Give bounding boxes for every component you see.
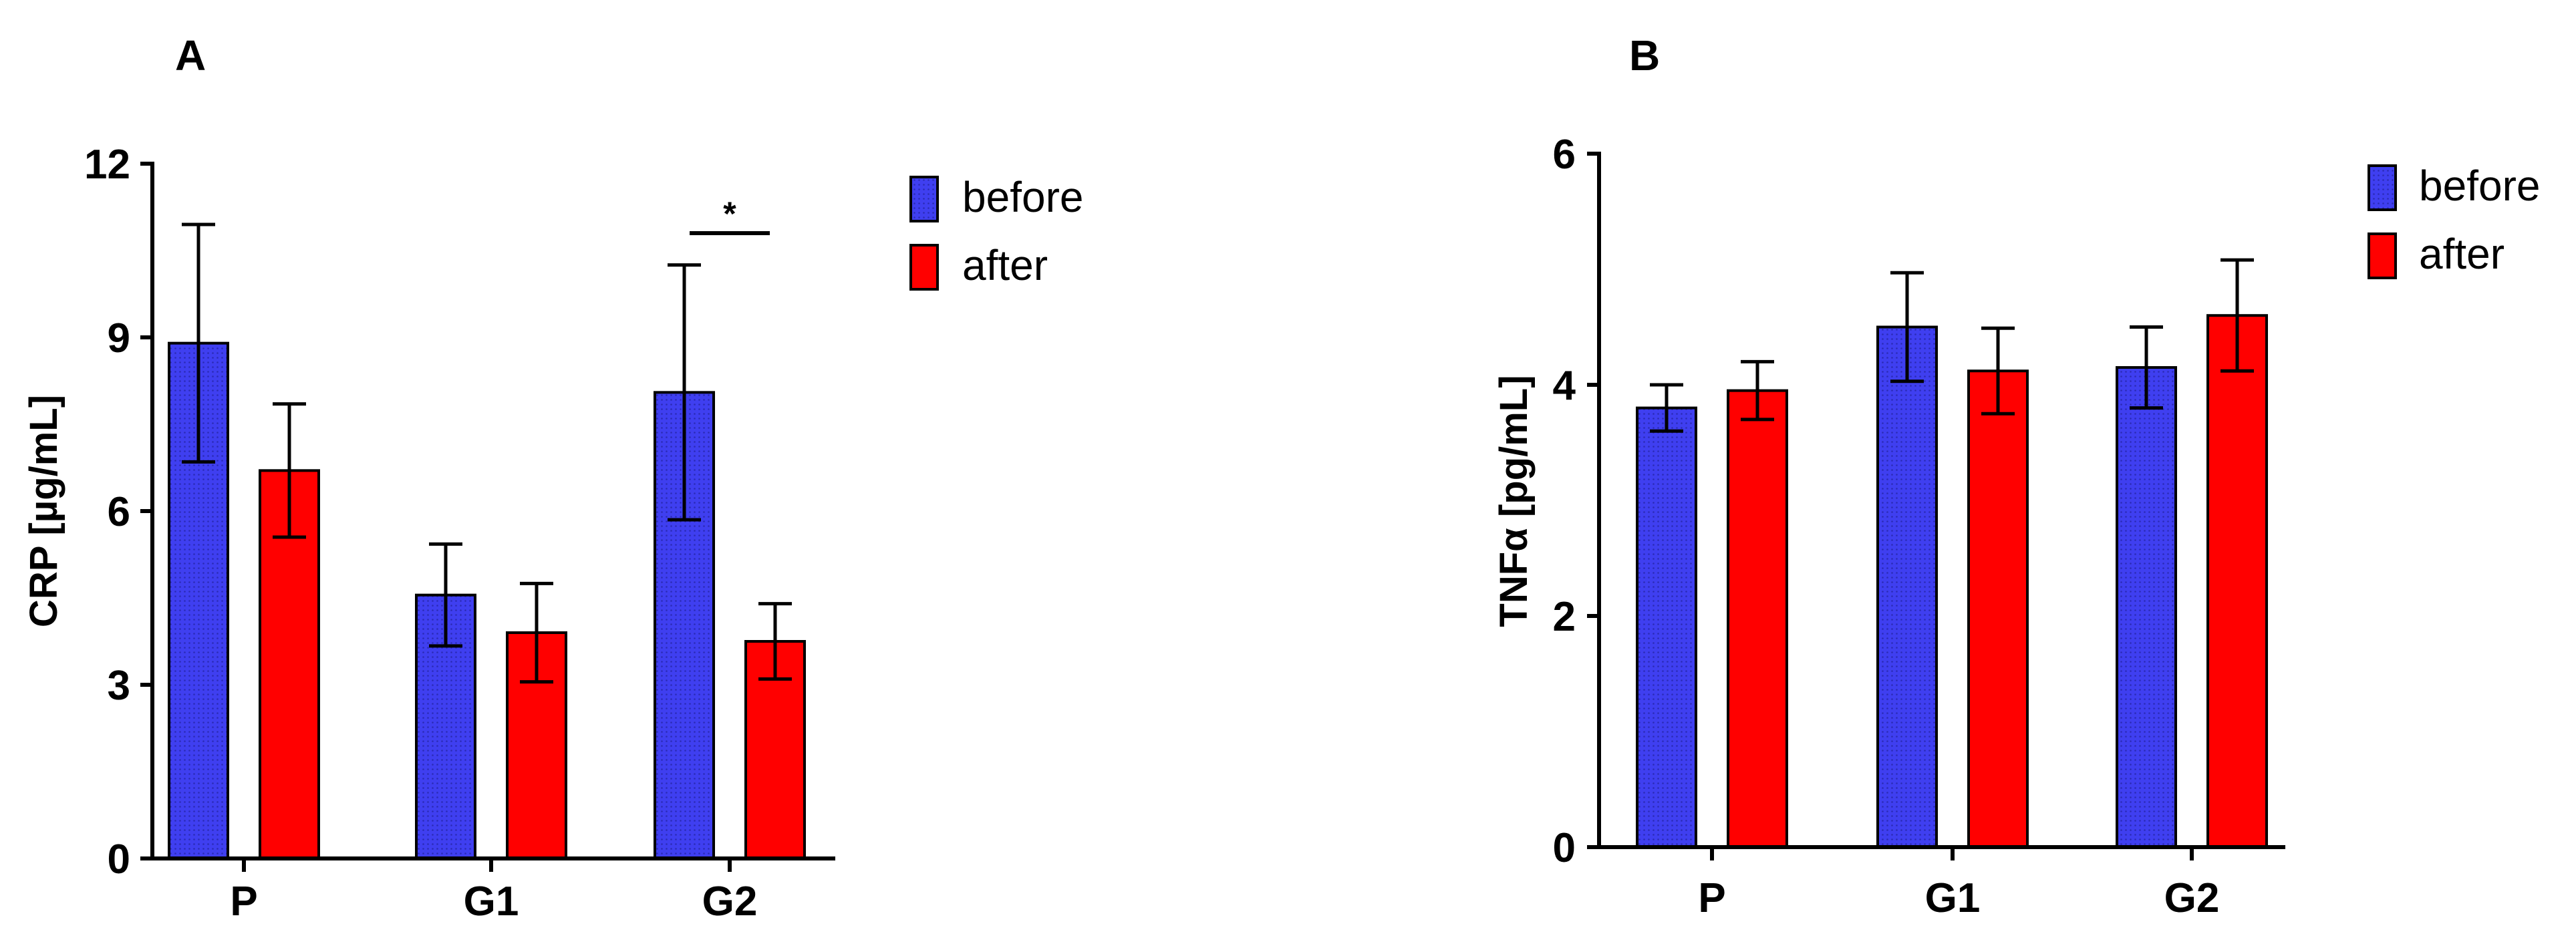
- x-tick-label: G2: [2164, 875, 2220, 921]
- y-axis-label: CRP [µg/mL]: [22, 395, 65, 627]
- y-tick-label: 0: [1553, 825, 1576, 871]
- bar-before-p: [1636, 406, 1697, 848]
- bar-after-g1: [1967, 369, 2029, 848]
- legend-swatch-after: [2368, 232, 2397, 279]
- y-tick-label: 3: [108, 663, 130, 709]
- significance-label: *: [723, 195, 736, 232]
- chart-panel-a: A CRP [µg/mL] P G1 G2 0 3 6 9 12 * before after: [22, 31, 1083, 925]
- error-bar-after-g1: [520, 581, 553, 684]
- bar-before-g1: [1876, 325, 1938, 848]
- error-bar-before-g2: [2130, 325, 2163, 410]
- x-tick-label: G1: [464, 879, 519, 925]
- y-tick-label: 9: [108, 315, 130, 361]
- bar-after-g2: [2206, 314, 2268, 848]
- legend: before after: [909, 173, 1083, 291]
- error-bar-after-g2: [758, 602, 792, 681]
- panel-letter: B: [1629, 31, 1660, 80]
- y-axis-label: TNFα [pg/mL]: [1492, 375, 1536, 627]
- error-bar-before-p: [182, 222, 215, 464]
- y-tick-label: 6: [1553, 132, 1576, 178]
- y-tick-label: 2: [1553, 594, 1576, 640]
- y-tick-label: 4: [1553, 363, 1576, 409]
- error-bar-after-p: [1741, 359, 1774, 422]
- legend-label-after: after: [962, 241, 1048, 289]
- bar-before-g2: [2116, 366, 2177, 848]
- chart-panel-b: B TNFα [pg/mL] P G1 G2 0 2 4 6 before after: [1492, 31, 2540, 921]
- error-bar-before-p: [1650, 383, 1683, 433]
- bar-after-p: [1727, 389, 1788, 848]
- error-bar-before-g2: [668, 263, 701, 522]
- legend-swatch-after: [909, 244, 939, 291]
- panel-letter: A: [175, 31, 206, 80]
- x-tick-label: P: [1698, 875, 1725, 921]
- x-tick-label: P: [230, 879, 257, 925]
- y-tick-label: 0: [108, 836, 130, 883]
- legend-swatch-before: [2368, 164, 2397, 211]
- error-bar-before-g1: [429, 542, 462, 648]
- error-bar-after-p: [273, 402, 306, 539]
- legend-swatch-before: [909, 176, 939, 222]
- x-tick-label: G1: [1925, 875, 1981, 921]
- y-tick-label: 12: [84, 142, 130, 188]
- legend-label-before: before: [962, 173, 1083, 221]
- error-bar-before-g1: [1890, 271, 1924, 383]
- error-bar-after-g2: [2221, 258, 2254, 373]
- y-tick-label: 6: [108, 489, 130, 535]
- x-tick-label: G2: [702, 879, 758, 925]
- legend: before after: [2368, 162, 2540, 279]
- legend-label-before: before: [2419, 162, 2540, 210]
- legend-label-after: after: [2419, 230, 2505, 278]
- error-bar-after-g1: [1981, 326, 2015, 416]
